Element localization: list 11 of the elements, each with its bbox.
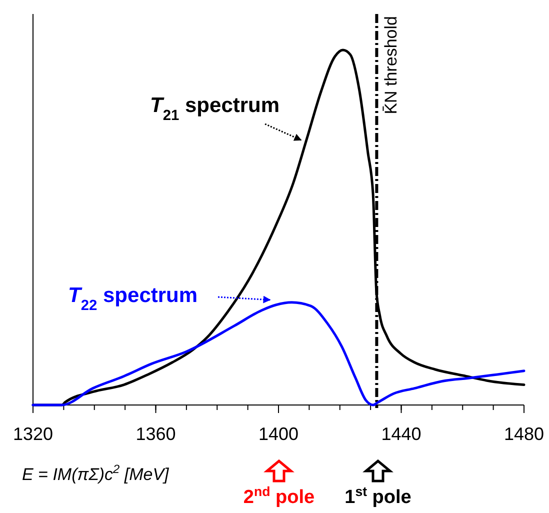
x-tick-label: 1360 <box>136 424 176 444</box>
text: 1$^{st}$ pole <box>344 484 412 508</box>
legend-label: T$_{22}$ spectrum <box>68 284 198 314</box>
x-tick-label: 1400 <box>258 424 299 444</box>
x-tick-label: 1320 <box>12 424 54 444</box>
x-tick-label: 1480 <box>504 424 544 444</box>
text: 2$^{nd}$ pole <box>243 484 315 508</box>
ref-line-label: K̄N threshold <box>382 16 401 114</box>
x-tick-label: 1440 <box>381 424 422 444</box>
x-axis-title: E = IM(πΣ)c$^{2}$ [MeV] <box>22 462 170 484</box>
series-label: T$_{21}$ spectrum <box>150 94 280 124</box>
